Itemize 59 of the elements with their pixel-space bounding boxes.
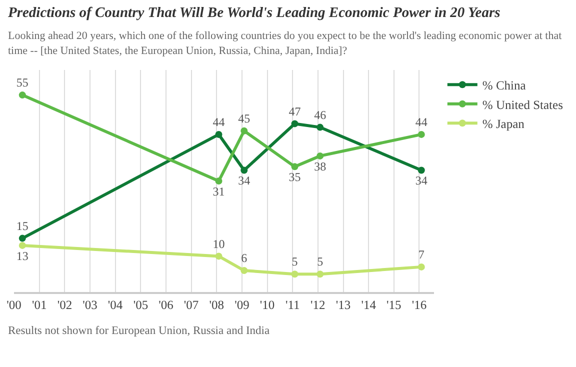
point xyxy=(316,124,324,131)
point xyxy=(240,127,248,134)
data-label: 34 xyxy=(238,174,250,188)
x-tick-label: '04 xyxy=(108,298,124,312)
point xyxy=(215,130,222,138)
point xyxy=(291,120,298,128)
x-tick-label: '07 xyxy=(184,298,199,312)
data-label: 44 xyxy=(212,115,225,130)
x-tick-label: '11 xyxy=(285,298,300,312)
x-tick-label: '00 xyxy=(6,298,22,312)
x-tick-label: '14 xyxy=(361,298,377,312)
data-label: 7 xyxy=(418,248,424,262)
data-label: 13 xyxy=(16,248,28,263)
point xyxy=(291,270,298,278)
x-tick-label: '16 xyxy=(412,298,427,312)
legend-label: % China xyxy=(482,78,526,92)
data-label: 55 xyxy=(16,76,28,90)
chart-subtitle: Looking ahead 20 years, which one of the following countries do you expect to be the world's leading economic power at that time -- [the United States, the European Union, Russia, China, Japan, India]? xyxy=(8,29,563,59)
data-label: 31 xyxy=(212,184,225,198)
point xyxy=(316,152,324,160)
legend-label: % United States xyxy=(482,98,564,112)
data-label: 15 xyxy=(16,218,28,233)
x-tick-label: '01 xyxy=(32,298,47,312)
x-tick-label: '12 xyxy=(310,298,326,312)
data-label: 38 xyxy=(314,159,326,174)
x-tick-label: '02 xyxy=(57,298,72,312)
x-tick-label: '06 xyxy=(158,298,174,312)
data-label: 35 xyxy=(288,170,301,184)
x-tick-label: '15 xyxy=(386,298,402,312)
data-label: 6 xyxy=(241,251,248,266)
x-tick-label: '05 xyxy=(133,298,148,312)
point xyxy=(418,263,425,270)
point xyxy=(18,92,26,99)
point xyxy=(215,178,222,184)
point xyxy=(18,234,26,242)
x-tick-label: '10 xyxy=(260,298,275,312)
point xyxy=(240,267,248,274)
point xyxy=(418,130,425,138)
data-label: 5 xyxy=(292,254,298,269)
point xyxy=(18,242,26,249)
x-tick-label: '03 xyxy=(82,298,98,312)
text: Results not shown for European Union, Russia and India xyxy=(8,325,270,337)
point xyxy=(316,270,324,278)
point xyxy=(291,163,298,170)
x-tick-label: '09 xyxy=(234,298,250,312)
point xyxy=(215,252,222,260)
point xyxy=(418,166,425,174)
data-label: 34 xyxy=(415,174,428,188)
data-label: 45 xyxy=(238,111,250,126)
data-label: 46 xyxy=(314,108,326,122)
x-tick-label: '13 xyxy=(336,298,351,312)
data-label: 5 xyxy=(317,254,324,269)
x-tick-label: '08 xyxy=(209,298,224,312)
chart-title: Predictions of Country That Will Be World's Leading Economic Power in 20 Years xyxy=(8,5,500,22)
data-label: 10 xyxy=(212,236,225,251)
legend-label: % Japan xyxy=(482,117,526,131)
data-label: 47 xyxy=(288,104,301,118)
data-label: 44 xyxy=(415,115,428,130)
point xyxy=(240,166,248,174)
